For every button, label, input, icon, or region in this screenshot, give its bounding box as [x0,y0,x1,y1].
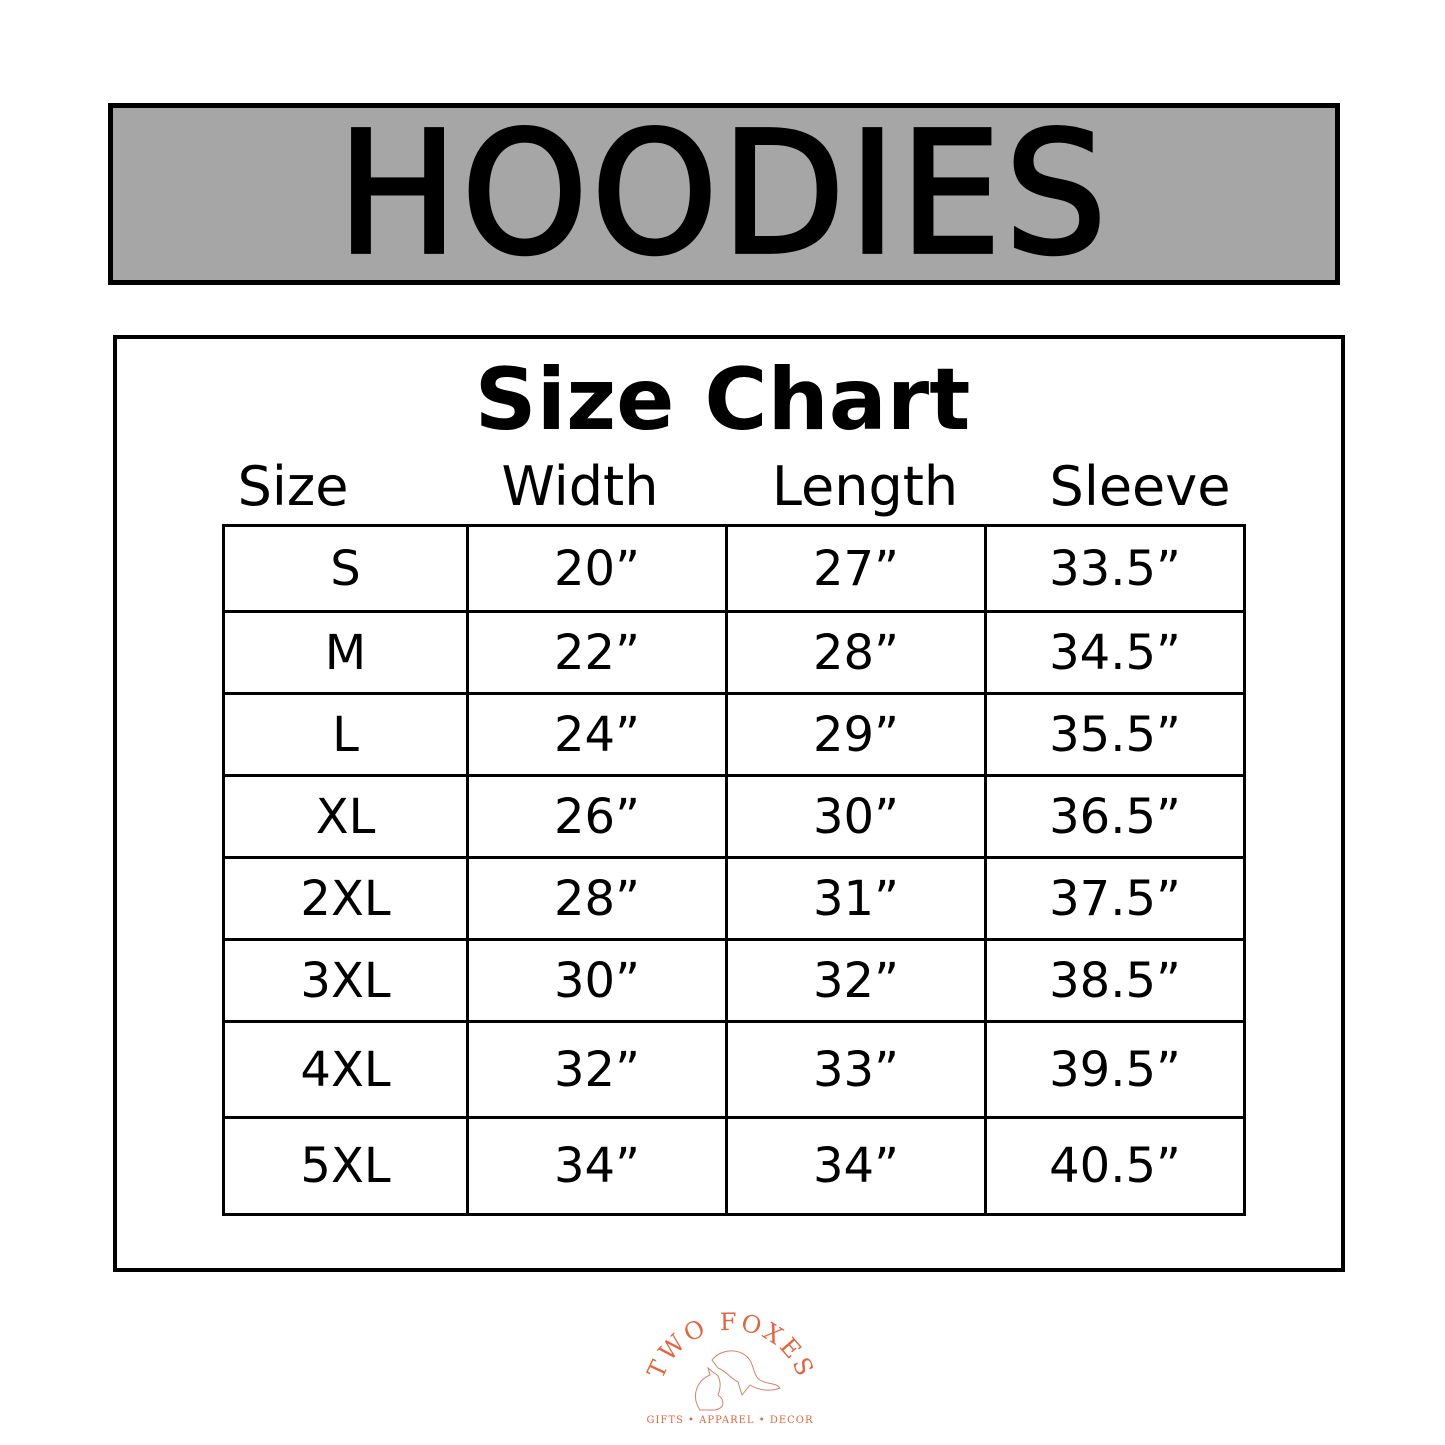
size-cell: 4XL [222,1020,469,1119]
length-cell: 27” [725,524,987,613]
sleeve-cell: 37.5” [984,856,1246,941]
table-row: S 20” 27” 33.5” [222,524,1246,613]
sleeve-cell: 34.5” [984,610,1246,695]
column-header-length: Length [771,455,959,518]
logo-tagline: GIFTS • APPAREL • DECOR [646,1415,813,1426]
page-title: HOODIES [335,95,1111,292]
column-header-sleeve: Sleeve [1049,455,1231,518]
length-cell: 31” [725,856,987,941]
sleeve-cell: 40.5” [984,1116,1246,1216]
width-cell: 26” [466,774,728,859]
table-row: 5XL 34” 34” 40.5” [222,1116,1246,1216]
size-cell: S [222,524,469,613]
length-cell: 30” [725,774,987,859]
width-cell: 30” [466,938,728,1023]
logo-name: TWO FOXES [642,1308,820,1383]
width-cell: 20” [466,524,728,613]
sleeve-cell: 36.5” [984,774,1246,859]
two-foxes-logo: TWO FOXES GIFTS • APPAREL • DECOR [642,1308,820,1426]
length-cell: 28” [725,610,987,695]
width-cell: 28” [466,856,728,941]
table-row: 3XL 30” 32” 38.5” [222,938,1246,1023]
table-row: 2XL 28” 31” 37.5” [222,856,1246,941]
table-row: M 22” 28” 34.5” [222,610,1246,695]
title-banner: HOODIES [108,103,1340,285]
sleeve-cell: 39.5” [984,1020,1246,1119]
size-chart-frame [113,335,1345,1272]
length-cell: 33” [725,1020,987,1119]
size-cell: L [222,692,469,777]
width-cell: 24” [466,692,728,777]
size-cell: 2XL [222,856,469,941]
column-header-size: Size [237,455,349,518]
size-cell: XL [222,774,469,859]
width-cell: 22” [466,610,728,695]
sleeve-cell: 38.5” [984,938,1246,1023]
length-cell: 29” [725,692,987,777]
table-row: XL 26” 30” 36.5” [222,774,1246,859]
fox-icon [695,1350,781,1411]
size-table: S 20” 27” 33.5” M 22” 28” 34.5” L 24” 29” 35.5” XL 26… [222,524,1246,1216]
sleeve-cell: 35.5” [984,692,1246,777]
sleeve-cell: 33.5” [984,524,1246,613]
column-header-width: Width [501,455,659,518]
width-cell: 34” [466,1116,728,1216]
length-cell: 34” [725,1116,987,1216]
length-cell: 32” [725,938,987,1023]
size-cell: 3XL [222,938,469,1023]
size-cell: M [222,610,469,695]
chart-title: Size Chart [474,350,971,450]
table-row: L 24” 29” 35.5” [222,692,1246,777]
table-row: 4XL 32” 33” 39.5” [222,1020,1246,1119]
size-cell: 5XL [222,1116,469,1216]
width-cell: 32” [466,1020,728,1119]
